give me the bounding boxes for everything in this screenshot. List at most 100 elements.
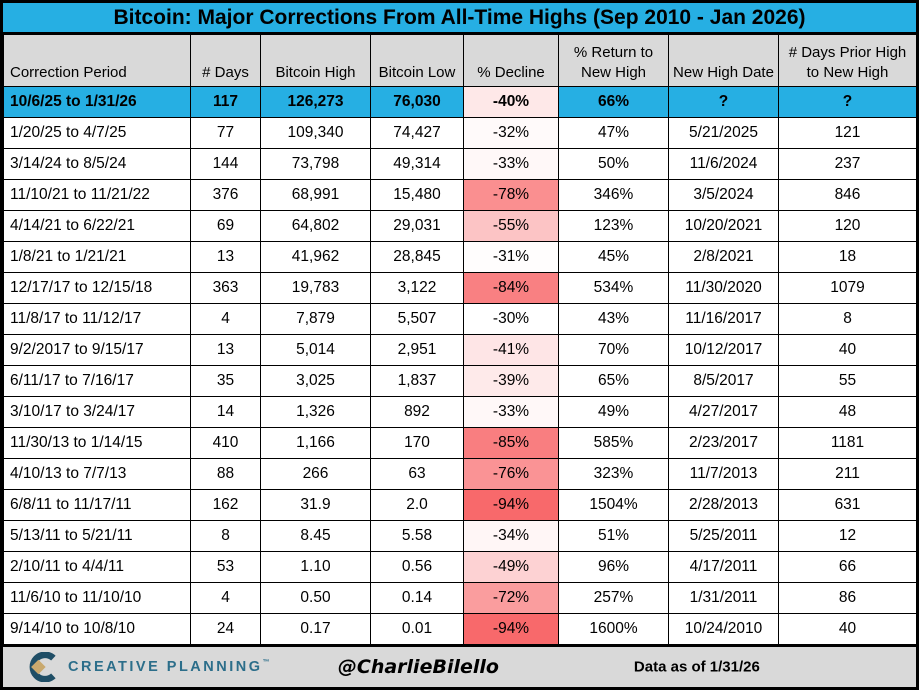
- cell-low: 170: [370, 427, 464, 459]
- cell-new-high-date: 3/5/2024: [668, 179, 779, 211]
- cell-decline: -31%: [463, 241, 559, 273]
- page-title: Bitcoin: Major Corrections From All-Time…: [3, 3, 916, 34]
- cell-period: 9/2/2017 to 9/15/17: [3, 334, 191, 366]
- cell-days: 13: [190, 334, 261, 366]
- table-row: 3/14/24 to 8/5/24 144 73,798 49,314 -33% 50% 1…: [3, 148, 916, 180]
- cell-high: 68,991: [260, 179, 371, 211]
- cell-days-prior: 48: [778, 396, 916, 428]
- cell-new-high-date: 11/6/2024: [668, 148, 779, 180]
- cell-decline: -55%: [463, 210, 559, 242]
- column-header-8: # Days Prior High to New High: [778, 34, 916, 87]
- cell-return-to-new-high: 346%: [558, 179, 669, 211]
- cell-decline: -78%: [463, 179, 559, 211]
- cell-days-prior: 66: [778, 551, 916, 583]
- cell-days-prior: 631: [778, 489, 916, 521]
- cell-high: 19,783: [260, 272, 371, 304]
- cell-return-to-new-high: 585%: [558, 427, 669, 459]
- cell-high: 0.17: [260, 613, 371, 645]
- cell-return-to-new-high: 49%: [558, 396, 669, 428]
- cell-low: 0.14: [370, 582, 464, 614]
- cell-high: 31.9: [260, 489, 371, 521]
- highlight-row: 10/6/25 to 1/31/26 117 126,273 76,030 -40% 66…: [3, 86, 916, 118]
- cell-period: 6/8/11 to 11/17/11: [3, 489, 191, 521]
- cell-period: 6/11/17 to 7/16/17: [3, 365, 191, 397]
- table-row: 11/30/13 to 1/14/15 410 1,166 170 -85% 585% 2/…: [3, 427, 916, 459]
- trademark-mark: ™: [262, 659, 270, 666]
- cell-return-to-new-high: 66%: [558, 86, 669, 118]
- cell-days: 14: [190, 396, 261, 428]
- cell-days: 77: [190, 117, 261, 149]
- brand-c-icon: [29, 652, 56, 682]
- cell-period: 11/10/21 to 11/21/22: [3, 179, 191, 211]
- table-row: 3/10/17 to 3/24/17 14 1,326 892 -33% 49% 4/27/…: [3, 396, 916, 428]
- cell-days: 144: [190, 148, 261, 180]
- cell-low: 63: [370, 458, 464, 490]
- cell-low: 74,427: [370, 117, 464, 149]
- cell-new-high-date: 10/24/2010: [668, 613, 779, 645]
- cell-days: 162: [190, 489, 261, 521]
- cell-days-prior: 40: [778, 334, 916, 366]
- cell-low: 3,122: [370, 272, 464, 304]
- cell-decline: -33%: [463, 148, 559, 180]
- cell-period: 3/10/17 to 3/24/17: [3, 396, 191, 428]
- brand-name: CREATIVE PLANNING™: [68, 659, 270, 675]
- cell-period: 3/14/24 to 8/5/24: [3, 148, 191, 180]
- table-row: 9/14/10 to 10/8/10 24 0.17 0.01 -94% 1600% 10/…: [3, 613, 916, 645]
- cell-low: 892: [370, 396, 464, 428]
- cell-new-high-date: 5/21/2025: [668, 117, 779, 149]
- table-row: 6/8/11 to 11/17/11 162 31.9 2.0 -94% 1504% 2/2…: [3, 489, 916, 521]
- cell-return-to-new-high: 534%: [558, 272, 669, 304]
- cell-decline: -85%: [463, 427, 559, 459]
- cell-period: 1/8/21 to 1/21/21: [3, 241, 191, 273]
- table-row: 9/2/2017 to 9/15/17 13 5,014 2,951 -41% 70% 10…: [3, 334, 916, 366]
- cell-low: 2,951: [370, 334, 464, 366]
- cell-days-prior: 121: [778, 117, 916, 149]
- column-header-1: Correction Period: [3, 34, 191, 87]
- cell-high: 3,025: [260, 365, 371, 397]
- cell-return-to-new-high: 1504%: [558, 489, 669, 521]
- cell-days-prior: 18: [778, 241, 916, 273]
- cell-decline: -39%: [463, 365, 559, 397]
- cell-days-prior: 237: [778, 148, 916, 180]
- table-row: 11/8/17 to 11/12/17 4 7,879 5,507 -30% 43% 11/…: [3, 303, 916, 335]
- footer: CREATIVE PLANNING™ @CharlieBilello Data …: [3, 645, 916, 687]
- table-row: 11/10/21 to 11/21/22 376 68,991 15,480 -78% 3…: [3, 179, 916, 211]
- cell-days-prior: 846: [778, 179, 916, 211]
- cell-days: 35: [190, 365, 261, 397]
- cell-high: 1,166: [260, 427, 371, 459]
- cell-period: 11/30/13 to 1/14/15: [3, 427, 191, 459]
- cell-days: 410: [190, 427, 261, 459]
- cell-days: 69: [190, 210, 261, 242]
- cell-new-high-date: 2/8/2021: [668, 241, 779, 273]
- cell-high: 109,340: [260, 117, 371, 149]
- cell-days-prior: 211: [778, 458, 916, 490]
- cell-period: 4/14/21 to 6/22/21: [3, 210, 191, 242]
- cell-low: 29,031: [370, 210, 464, 242]
- cell-low: 5.58: [370, 520, 464, 552]
- cell-low: 2.0: [370, 489, 464, 521]
- cell-period: 9/14/10 to 10/8/10: [3, 613, 191, 645]
- cell-decline: -49%: [463, 551, 559, 583]
- table-row: 2/10/11 to 4/4/11 53 1.10 0.56 -49% 96% 4/17/2…: [3, 551, 916, 583]
- cell-high: 41,962: [260, 241, 371, 273]
- cell-new-high-date: 11/7/2013: [668, 458, 779, 490]
- table-row: 1/8/21 to 1/21/21 13 41,962 28,845 -31% 45% 2/…: [3, 241, 916, 273]
- cell-return-to-new-high: 45%: [558, 241, 669, 273]
- cell-new-high-date: 11/30/2020: [668, 272, 779, 304]
- cell-low: 5,507: [370, 303, 464, 335]
- cell-new-high-date: 11/16/2017: [668, 303, 779, 335]
- cell-decline: -76%: [463, 458, 559, 490]
- column-header-3: Bitcoin High: [260, 34, 371, 87]
- cell-high: 266: [260, 458, 371, 490]
- cell-days: 13: [190, 241, 261, 273]
- cell-return-to-new-high: 1600%: [558, 613, 669, 645]
- cell-days-prior: 55: [778, 365, 916, 397]
- cell-days: 88: [190, 458, 261, 490]
- cell-high: 7,879: [260, 303, 371, 335]
- cell-decline: -33%: [463, 396, 559, 428]
- cell-new-high-date: 2/28/2013: [668, 489, 779, 521]
- cell-days: 363: [190, 272, 261, 304]
- cell-low: 0.01: [370, 613, 464, 645]
- cell-days: 8: [190, 520, 261, 552]
